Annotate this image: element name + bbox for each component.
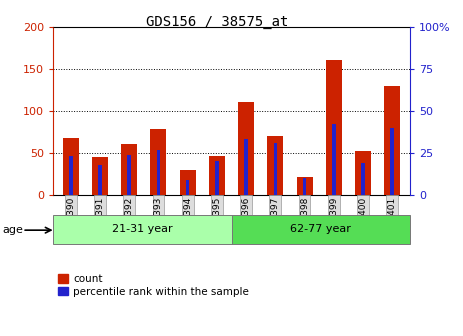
Text: GDS156 / 38575_at: GDS156 / 38575_at [146, 15, 289, 29]
Bar [326, 60, 342, 195]
Text: 62-77 year: 62-77 year [290, 224, 351, 234]
Legend: count, percentile rank within the sample: count, percentile rank within the sample [58, 274, 249, 297]
Bar [98, 165, 102, 195]
Bar [296, 177, 313, 195]
Bar [63, 138, 79, 195]
Bar [180, 170, 196, 195]
Bar [332, 124, 336, 195]
Bar [92, 157, 108, 195]
Bar [215, 161, 219, 195]
Bar [244, 139, 248, 195]
Bar [390, 128, 394, 195]
Bar [69, 156, 73, 195]
Bar [355, 151, 371, 195]
Bar [384, 86, 400, 195]
Bar [150, 129, 167, 195]
Bar [209, 156, 225, 195]
Bar [121, 144, 137, 195]
Bar [267, 136, 283, 195]
Bar [232, 215, 410, 244]
Bar [53, 215, 232, 244]
Bar [127, 155, 131, 195]
Bar [361, 163, 365, 195]
Text: age: age [2, 225, 23, 235]
Bar [238, 102, 254, 195]
Text: 21-31 year: 21-31 year [112, 224, 173, 234]
Bar [156, 150, 160, 195]
Bar [274, 143, 277, 195]
Bar [186, 180, 189, 195]
Bar [303, 178, 307, 195]
